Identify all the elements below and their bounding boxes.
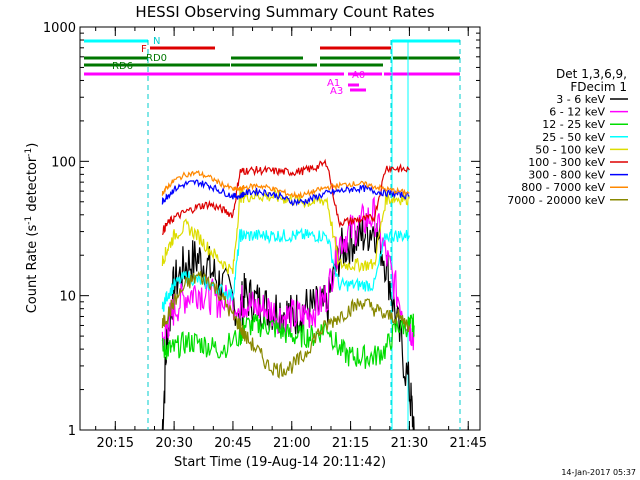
flag-label-a1: A1: [327, 78, 340, 89]
y-axis: 1 10 100 1000: [43, 21, 480, 439]
y-axis-label: Count Rate (s-1 detector-1): [24, 143, 40, 314]
flag-label-n: N: [153, 36, 160, 47]
y-tick-label: 100: [51, 155, 76, 170]
plot-frame: [79, 26, 481, 431]
legend-entry-label: 12 - 25 keV: [542, 118, 605, 131]
x-tick-label: 20:45: [214, 436, 251, 451]
series-line: [161, 179, 410, 207]
x-axis: 20:15 20:30 20:45 21:00 21:15 21:30 21:45: [95, 27, 487, 451]
series-line: [161, 213, 415, 431]
x-tick-label: 21:00: [273, 436, 310, 451]
legend-entry-label: 25 - 50 keV: [542, 131, 605, 144]
legend-entry-label: 7000 - 20000 keV: [507, 194, 605, 207]
x-tick-label: 20:30: [155, 436, 192, 451]
x-tick-label: 20:15: [97, 436, 134, 451]
legend-entry-label: 100 - 300 keV: [528, 156, 605, 169]
y-tick-label: 1: [68, 424, 76, 439]
legend-header: Det 1,3,6,9,: [556, 67, 627, 81]
flag-label-a3: A3: [330, 86, 343, 97]
legend-entry-label: 50 - 100 keV: [535, 143, 605, 156]
series-line: [161, 313, 415, 369]
flag-label-f: F: [141, 44, 147, 55]
x-tick-label: 21:45: [450, 436, 487, 451]
x-tick-label: 21:30: [391, 436, 428, 451]
y-tick-label: 10: [59, 290, 76, 305]
legend-entry-label: 3 - 6 keV: [556, 93, 605, 106]
flag-label-a0: A0: [352, 70, 365, 81]
timestamp: 14-Jan-2017 05:37: [561, 468, 636, 477]
legend-entry-label: 800 - 7000 keV: [521, 181, 605, 194]
y-tick-label: 1000: [43, 21, 76, 36]
series-line: [161, 158, 410, 236]
legend-header: FDecim 1: [570, 80, 627, 94]
x-axis-label: Start Time (19-Aug-14 20:11:42): [174, 455, 386, 470]
legend-entry-label: 6 - 12 keV: [549, 106, 605, 119]
x-tick-label: 21:15: [332, 436, 369, 451]
flag-label-rd0: RD0: [146, 53, 167, 64]
chart-title: HESSI Observing Summary Count Rates: [135, 3, 434, 21]
series-line: [161, 169, 410, 199]
series-group: [161, 158, 415, 431]
series-line: [161, 271, 410, 379]
flag-label-rd6: RD6: [112, 61, 133, 72]
legend-entry-label: 300 - 800 keV: [528, 169, 605, 182]
